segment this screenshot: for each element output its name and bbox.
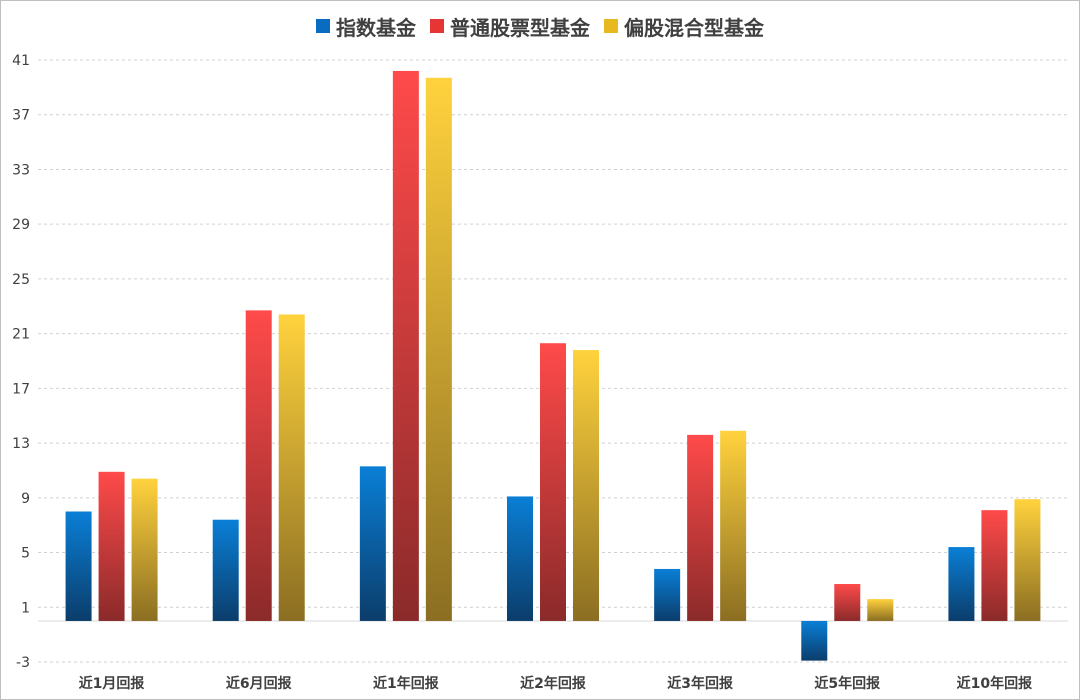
- bars: [65, 70, 1041, 661]
- y-tick-label: 37: [12, 108, 30, 124]
- bar-stock-fund: [98, 471, 125, 621]
- y-axis-ticks: -3 1 5 9 13 17 21 25 29 33 37 41: [12, 53, 30, 671]
- x-category-label: 近3年回报: [667, 675, 733, 692]
- bar-index-fund: [948, 547, 975, 621]
- y-tick-label: 25: [12, 272, 30, 288]
- y-tick-label: 21: [12, 327, 30, 343]
- bar-index-fund: [65, 511, 92, 621]
- y-tick-label: 17: [12, 381, 30, 397]
- legend-swatch-index-fund: [316, 19, 330, 33]
- y-tick-label: 13: [12, 436, 30, 452]
- legend-swatch-hybrid-fund: [604, 19, 618, 33]
- bar-stock-fund: [687, 434, 714, 621]
- legend-label-index-fund: 指数基金: [336, 15, 416, 40]
- y-tick-label: 5: [21, 546, 30, 562]
- legend-label-hybrid-fund: 偏股混合型基金: [624, 15, 764, 40]
- bar-index-fund: [359, 466, 386, 621]
- bar-hybrid-fund: [573, 350, 599, 621]
- bar-index-fund: [212, 519, 239, 621]
- legend-item-hybrid-fund: 偏股混合型基金: [604, 12, 764, 41]
- y-tick-label: 1: [21, 600, 30, 616]
- y-tick-label: 41: [12, 53, 30, 69]
- bar-hybrid-fund: [867, 599, 894, 621]
- bar-hybrid-fund: [131, 478, 158, 621]
- x-category-label: 近1年回报: [373, 675, 439, 692]
- x-category-label: 近1月回报: [79, 675, 145, 692]
- legend-label-stock-fund: 普通股票型基金: [450, 15, 590, 40]
- x-category-label: 近5年回报: [814, 675, 880, 692]
- bar-stock-fund: [540, 343, 566, 621]
- bar-index-fund: [801, 620, 828, 661]
- legend-swatch-stock-fund: [430, 19, 444, 33]
- x-category-label: 近10年回报: [957, 675, 1032, 692]
- y-tick-label: -3: [16, 655, 30, 671]
- bar-hybrid-fund: [278, 314, 305, 621]
- chart-legend: 指数基金 普通股票型基金 偏股混合型基金: [0, 10, 1080, 42]
- bar-stock-fund: [392, 70, 419, 621]
- bar-stock-fund: [981, 510, 1008, 621]
- bar-hybrid-fund: [720, 430, 747, 621]
- legend-item-index-fund: 指数基金: [316, 12, 416, 41]
- x-axis-labels: 近1月回报 近6月回报 近1年回报 近2年回报 近3年回报 近5年回报 近10年回报: [79, 675, 1032, 692]
- x-category-label: 近2年回报: [520, 675, 586, 692]
- bar-hybrid-fund: [425, 77, 452, 621]
- y-tick-label: 29: [12, 217, 30, 233]
- bar-index-fund: [507, 496, 533, 621]
- bar-stock-fund: [245, 310, 272, 621]
- legend-item-stock-fund: 普通股票型基金: [430, 12, 590, 41]
- bar-index-fund: [654, 568, 681, 621]
- bar-hybrid-fund: [1014, 499, 1041, 621]
- y-tick-label: 9: [21, 491, 30, 507]
- x-category-label: 近6月回报: [226, 675, 292, 692]
- y-tick-label: 33: [12, 162, 30, 178]
- bar-stock-fund: [834, 584, 861, 621]
